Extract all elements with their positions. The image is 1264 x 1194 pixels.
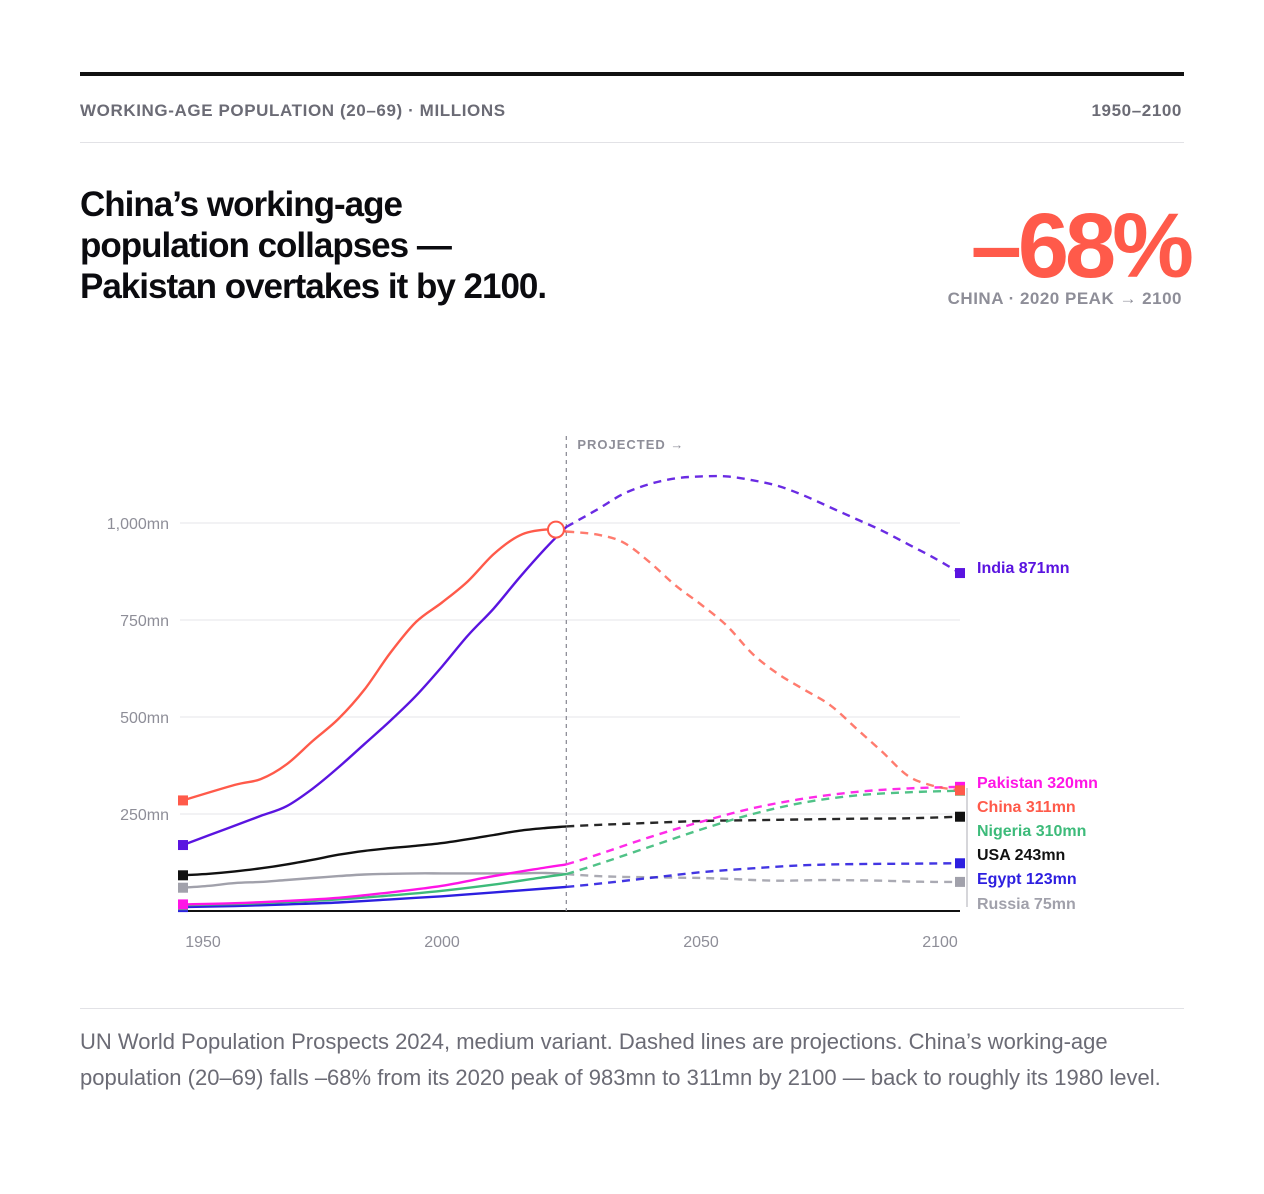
series-line-russia-projected bbox=[566, 872, 961, 884]
series-end-label-usa: USA 243mn bbox=[977, 847, 1065, 864]
top-rule bbox=[80, 72, 1184, 76]
projection-label: PROJECTED → bbox=[577, 437, 684, 452]
headline-line-3: Pakistan overtakes it by 2100. bbox=[80, 267, 547, 306]
headline: China’s working-age population collapses… bbox=[80, 184, 640, 307]
x-tick-label: 1950 bbox=[185, 934, 221, 951]
series-end-label-china: China 311mn bbox=[977, 799, 1076, 816]
series-end-label-egypt: Egypt 123mn bbox=[977, 871, 1077, 888]
x-tick-label: 2000 bbox=[424, 934, 460, 951]
series-end-label-pakistan: Pakistan 320mn bbox=[977, 775, 1098, 792]
series-start-marker-india bbox=[178, 840, 188, 851]
series-line-usa-projected bbox=[566, 815, 961, 828]
series-end-marker-russia bbox=[955, 876, 965, 887]
series-end-label-nigeria: Nigeria 310mn bbox=[977, 823, 1086, 840]
series-start-marker-russia bbox=[178, 882, 188, 893]
series-line-egypt-historical bbox=[182, 885, 567, 909]
series-start-marker-usa bbox=[178, 870, 188, 881]
series-end-marker-china bbox=[955, 785, 965, 796]
x-tick-label: 2050 bbox=[683, 934, 719, 951]
y-tick-label: 1,000mn bbox=[107, 516, 169, 533]
series-line-usa-historical bbox=[182, 825, 567, 877]
chart-kicker: WORKING-AGE POPULATION (20–69) · MILLION… bbox=[80, 101, 506, 120]
header-divider bbox=[80, 142, 1184, 143]
series-line-india-historical bbox=[182, 526, 568, 847]
series-end-marker-india bbox=[955, 568, 965, 579]
series-line-russia-historical bbox=[182, 871, 567, 889]
series-line-india-projected bbox=[565, 474, 961, 575]
series-end-label-india: India 871mn bbox=[977, 560, 1069, 577]
footer-divider bbox=[80, 1008, 1184, 1009]
y-tick-label: 750mn bbox=[120, 613, 169, 630]
headline-stat: –68% bbox=[970, 195, 1194, 297]
series-start-marker-china bbox=[178, 795, 188, 806]
y-tick-label: 500mn bbox=[120, 710, 169, 727]
series-start-marker-pakistan bbox=[178, 899, 188, 910]
china-peak-marker bbox=[546, 520, 565, 539]
series-line-pakistan-projected bbox=[565, 785, 961, 866]
series-line-nigeria-projected bbox=[565, 789, 961, 876]
series-line-china-historical bbox=[182, 528, 567, 802]
y-tick-label: 250mn bbox=[120, 807, 169, 824]
footer-note: UN World Population Prospects 2024, medi… bbox=[80, 1029, 1161, 1090]
series-line-pakistan-historical bbox=[182, 863, 567, 906]
x-tick-label: 2100 bbox=[922, 934, 958, 951]
headline-stat-caption: CHINA · 2020 PEAK → 2100 bbox=[947, 289, 1182, 308]
series-end-label-russia: Russia 75mn bbox=[977, 896, 1076, 913]
series-end-marker-usa bbox=[955, 811, 965, 822]
series-end-marker-egypt bbox=[955, 858, 965, 869]
line-chart: 250mn 500mn 750mn 1,000mn 1950 2000 2050 2100 PR… bbox=[107, 436, 1098, 951]
series-line-china-projected bbox=[566, 530, 961, 792]
headline-line-1: China’s working-age bbox=[80, 185, 403, 224]
date-range: 1950–2100 bbox=[1091, 101, 1182, 120]
series-line-egypt-projected bbox=[566, 862, 961, 889]
headline-line-2: population collapses — bbox=[80, 226, 452, 265]
